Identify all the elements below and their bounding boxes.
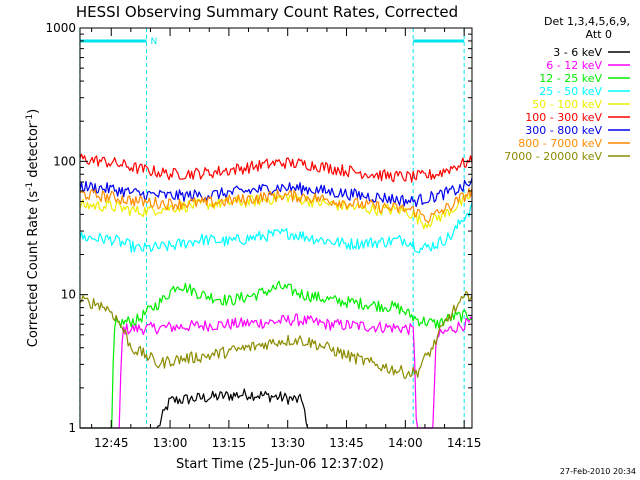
legend-label-8: 7000 - 20000 keV <box>504 150 602 163</box>
y-axis-label-mid: detector <box>26 122 41 182</box>
y-tick-label-0: 1 <box>68 421 76 435</box>
y-axis: 1 10 100 1000 <box>45 21 472 435</box>
y-tick-label-3: 1000 <box>45 21 76 35</box>
legend-label-4: 50 - 100 keV <box>532 98 602 111</box>
legend-header-line-1: Det 1,3,4,5,6,9, <box>544 15 630 28</box>
series-line-3 <box>79 202 473 254</box>
legend-label-3: 25 - 50 keV <box>539 85 602 98</box>
y-axis-label-sup1: -1 <box>25 182 35 191</box>
legend-label-0: 3 - 6 keV <box>553 46 602 59</box>
x-tick-label-4: 13:45 <box>329 436 364 450</box>
legend-header-line-2: Att 0 <box>586 28 612 41</box>
x-tick-label-5: 14:00 <box>388 436 423 450</box>
series-line-8 <box>79 291 473 379</box>
x-tick-label-3: 13:30 <box>270 436 305 450</box>
y-tick-label-2: 100 <box>53 154 76 168</box>
y-axis-label-sup2: -1 <box>25 114 35 123</box>
footer-date: 27-Feb-2010 20:34 <box>560 467 636 476</box>
x-axis-label: Start Time (25-Jun-06 12:37:02) <box>176 457 384 472</box>
chart-title: HESSI Observing Summary Count Rates, Cor… <box>76 3 458 21</box>
legend-label-2: 12 - 25 keV <box>539 72 602 85</box>
night-marker-label: N <box>151 37 158 47</box>
x-tick-label-2: 13:15 <box>212 436 247 450</box>
x-tick-label-6: 14:15 <box>447 436 482 450</box>
series-layer <box>79 153 473 429</box>
series-line-1 <box>80 313 473 429</box>
plot-frame <box>79 27 473 429</box>
y-axis-label: Corrected Count Rate (s-1 detector-1) <box>25 109 41 347</box>
legend-label-5: 100 - 300 keV <box>525 111 602 124</box>
legend-label-1: 6 - 12 keV <box>546 59 602 72</box>
y-axis-label-end: ) <box>26 109 41 114</box>
y-tick-label-1: 10 <box>61 288 76 302</box>
legend-label-7: 800 - 7000 keV <box>518 137 602 150</box>
series-line-2 <box>80 280 473 429</box>
legend-label-6: 300 - 800 keV <box>525 124 602 137</box>
series-line-4 <box>79 190 473 230</box>
series-line-5 <box>79 153 473 183</box>
x-axis: 12:45 13:00 13:15 13:30 13:45 14:00 14:15 <box>91 28 482 450</box>
x-tick-label-0: 12:45 <box>94 436 129 450</box>
series-line-7 <box>79 187 473 224</box>
y-axis-label-main: Corrected Count Rate (s <box>26 191 41 348</box>
x-tick-label-1: 13:00 <box>153 436 188 450</box>
